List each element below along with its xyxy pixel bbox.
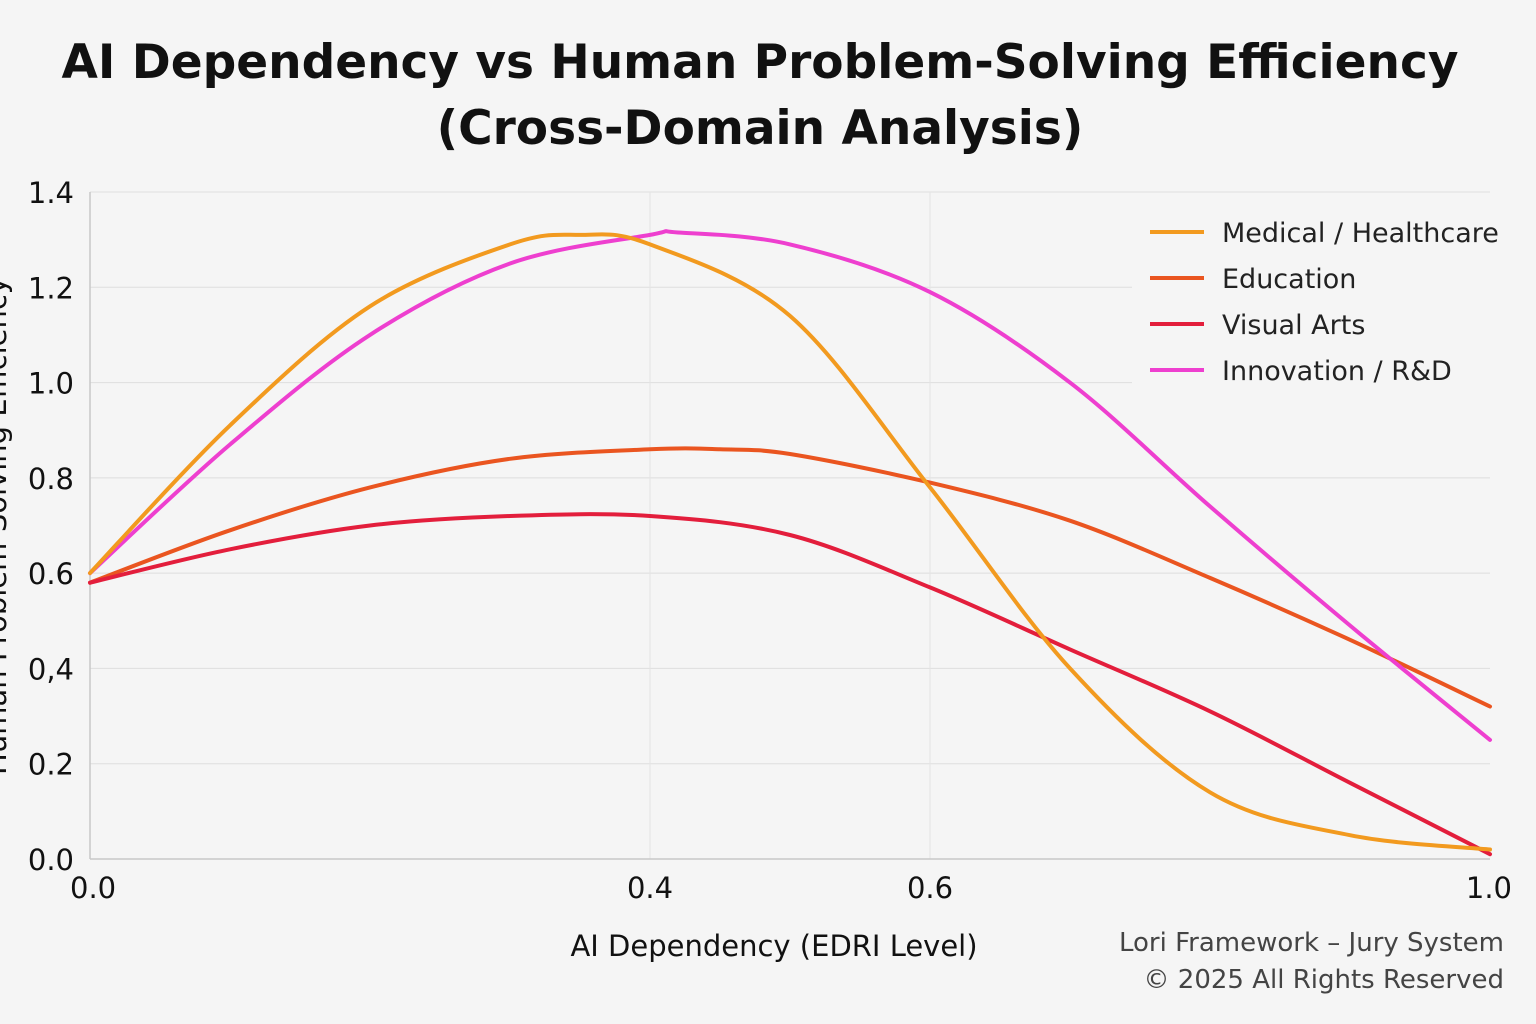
x-tick-label: 0.4	[627, 871, 673, 905]
y-tick-label: 0.2	[28, 748, 74, 782]
y-tick-label: 0,4	[28, 652, 74, 686]
x-tick-label: 0.0	[70, 871, 116, 905]
legend-label: Visual Arts	[1222, 310, 1365, 341]
legend-label: Medical / Healthcare	[1222, 218, 1499, 249]
series-line-2	[88, 512, 1492, 857]
tick-labels: 0.0 0.2 0,4 0.6 0.8 1.0 1.2 1.4 0.0 0.4 0.6 1.0	[28, 176, 1512, 905]
footer-copyright: © 2025 All Rights Reserved	[1143, 965, 1504, 995]
series-line-0	[88, 232, 1492, 852]
x-tick-label: 0.6	[907, 871, 953, 905]
y-tick-label: 0.8	[28, 462, 74, 496]
y-tick-label: 1.4	[28, 176, 74, 210]
footer-credit: Lori Framework – Jury System	[1118, 928, 1504, 958]
legend: Medical / Healthcare Education Visual Arts…	[1132, 200, 1499, 390]
series-lines	[88, 229, 1492, 857]
series-line-1	[88, 446, 1492, 709]
chart-title-line-2: (Cross-Domain Analysis)	[436, 101, 1084, 156]
chart-title: AI Dependency vs Human Problem-Solving E…	[0, 30, 1520, 162]
y-tick-label: 0.6	[28, 557, 74, 591]
chart-title-line-1: AI Dependency vs Human Problem-Solving E…	[61, 35, 1459, 90]
x-tick-label: 1.0	[1466, 871, 1512, 905]
x-axis-label: AI Dependency (EDRI Level)	[570, 929, 977, 963]
series-line-3	[88, 229, 1492, 742]
y-axis-label: Human Problem-Solving Efficiency	[0, 277, 13, 775]
y-tick-label: 1.0	[28, 367, 74, 401]
axes	[89, 192, 1490, 860]
legend-label: Innovation / R&D	[1222, 356, 1452, 387]
y-tick-label: 1.2	[28, 271, 74, 305]
y-tick-label: 0.0	[28, 843, 74, 877]
legend-label: Education	[1222, 264, 1356, 295]
